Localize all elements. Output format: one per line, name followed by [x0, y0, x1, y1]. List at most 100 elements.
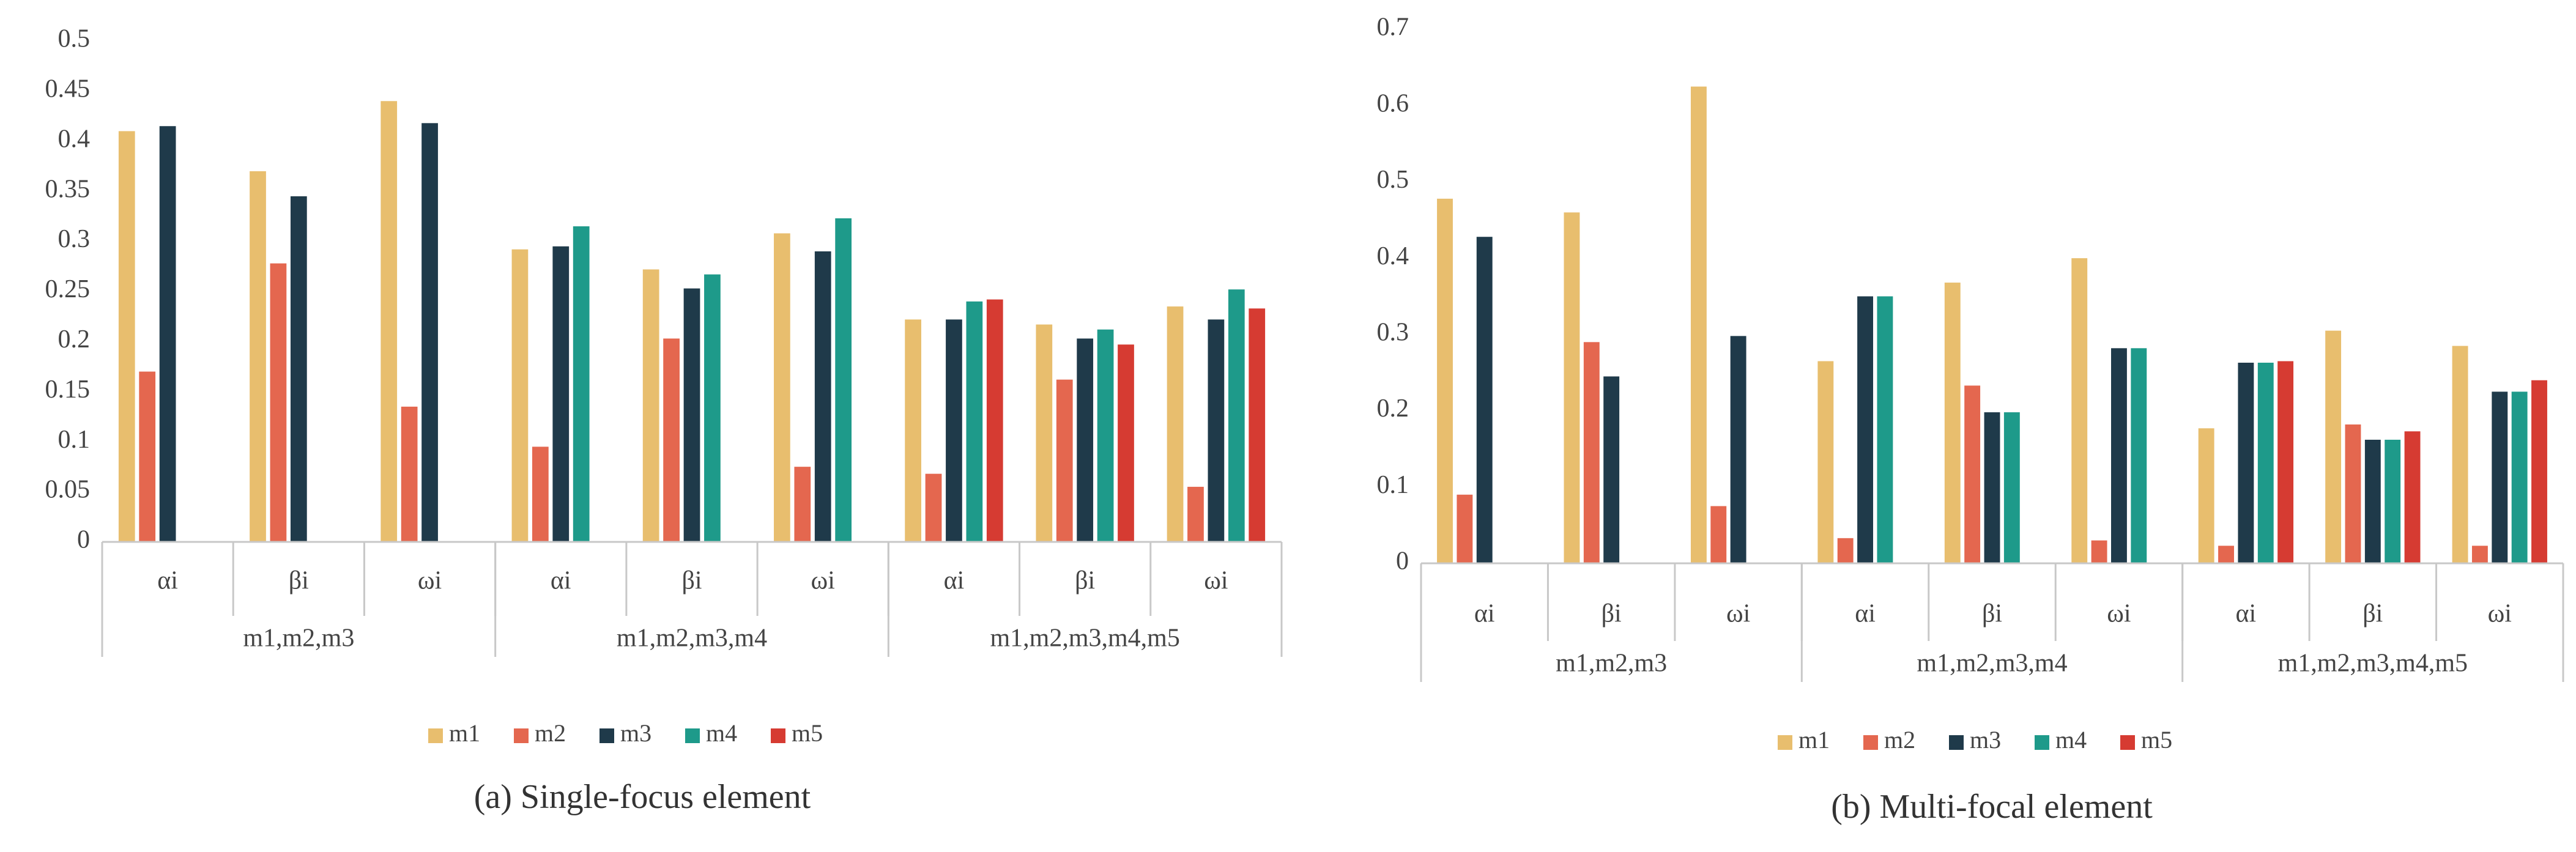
bar — [290, 196, 307, 542]
bar — [663, 338, 680, 542]
bar — [1837, 538, 1854, 563]
bar — [1056, 379, 1073, 542]
bar — [532, 446, 549, 542]
group-label: m1,m2,m3,m4 — [1917, 650, 2067, 678]
legend-swatch — [685, 728, 700, 743]
bar — [2364, 439, 2381, 563]
bar — [1118, 344, 1134, 542]
x-tick-label: αi — [551, 567, 571, 595]
legend-label: m2 — [1884, 726, 1915, 754]
bar — [118, 131, 135, 543]
bar — [2003, 412, 2020, 563]
legend-swatch — [1863, 735, 1878, 750]
legend-label: m1 — [449, 719, 480, 747]
chart-caption: (b) Multi-focal element — [1831, 788, 2153, 826]
x-tick-label: βi — [289, 567, 309, 595]
x-tick-label: ωi — [2488, 600, 2512, 628]
legend-swatch — [771, 728, 785, 743]
bar — [573, 226, 590, 542]
x-tick-label: αi — [157, 567, 178, 595]
group-label: m1,m2,m3,m4,m5 — [2278, 650, 2468, 678]
bar — [2071, 258, 2088, 563]
bar — [139, 371, 156, 542]
bar — [1187, 486, 1204, 542]
x-tick-label: βi — [681, 567, 702, 595]
bar — [421, 123, 438, 543]
y-tick-label: 0 — [77, 526, 90, 554]
y-tick-label: 0.25 — [45, 275, 91, 303]
bar — [1036, 324, 1053, 542]
bar — [2277, 361, 2294, 563]
bar — [2131, 348, 2147, 563]
x-tick-label: βi — [2363, 600, 2383, 628]
x-tick-label: βi — [1602, 600, 1622, 628]
bar — [2404, 431, 2421, 563]
bar — [1964, 385, 1981, 563]
legend-label: m5 — [792, 719, 823, 747]
x-tick-label: ωi — [1204, 567, 1228, 595]
bar — [683, 288, 700, 542]
bar — [1944, 283, 1961, 563]
bar — [2238, 363, 2254, 563]
bar — [250, 171, 266, 542]
bar — [511, 249, 529, 542]
bar — [814, 251, 831, 542]
x-tick-label: αi — [1474, 600, 1495, 628]
bar — [270, 263, 287, 542]
x-tick-label: βi — [1075, 567, 1095, 595]
x-tick-label: ωi — [811, 567, 835, 595]
bar — [1603, 376, 1620, 563]
y-tick-label: 0.5 — [1377, 166, 1409, 194]
bar — [774, 233, 790, 542]
bar — [2198, 428, 2214, 563]
legend-swatch — [428, 728, 443, 743]
bar — [401, 406, 418, 542]
bar — [2511, 391, 2528, 563]
bar — [2385, 439, 2401, 563]
bar — [794, 467, 811, 542]
bar — [1077, 338, 1094, 542]
legend-label: m2 — [535, 719, 566, 747]
y-tick-label: 0.3 — [1377, 318, 1409, 346]
y-tick-label: 0 — [1396, 547, 1409, 576]
bar — [1817, 361, 1834, 563]
group-label: m1,m2,m3,m4 — [617, 624, 767, 653]
bar — [946, 319, 962, 542]
bar — [925, 473, 942, 542]
y-tick-label: 0.4 — [58, 125, 91, 153]
legend-label: m4 — [706, 719, 737, 747]
bar — [159, 126, 176, 543]
bar — [1984, 412, 2000, 563]
bar — [966, 301, 983, 542]
bar — [2257, 363, 2274, 563]
legend-swatch — [514, 728, 529, 743]
x-tick-label: αi — [2236, 600, 2257, 628]
y-tick-label: 0.2 — [1377, 395, 1409, 423]
bar — [552, 246, 570, 542]
bar — [1208, 319, 1225, 542]
bar — [986, 299, 1003, 542]
bar — [2218, 546, 2234, 563]
x-tick-label: βi — [1982, 600, 2002, 628]
y-tick-label: 0.3 — [58, 225, 91, 253]
bar — [1583, 342, 1600, 563]
legend-swatch — [1778, 735, 1792, 750]
x-tick-label: ωi — [1726, 600, 1750, 628]
bar — [1476, 237, 1493, 563]
bar — [2111, 348, 2127, 563]
y-tick-label: 0.05 — [45, 476, 91, 504]
y-tick-label: 0.45 — [45, 75, 91, 103]
chart-caption: (a) Single-focus element — [474, 778, 811, 816]
bar — [2452, 346, 2468, 563]
bar — [1730, 336, 1746, 563]
y-tick-label: 0.4 — [1377, 242, 1409, 270]
y-tick-label: 0.35 — [45, 175, 91, 203]
bar — [905, 319, 921, 542]
x-tick-label: ωi — [2107, 600, 2131, 628]
bar — [642, 269, 659, 542]
legend-label: m3 — [1970, 726, 2001, 754]
bar — [2492, 391, 2508, 563]
legend-swatch — [2120, 735, 2135, 750]
legend-label: m5 — [2141, 726, 2172, 754]
